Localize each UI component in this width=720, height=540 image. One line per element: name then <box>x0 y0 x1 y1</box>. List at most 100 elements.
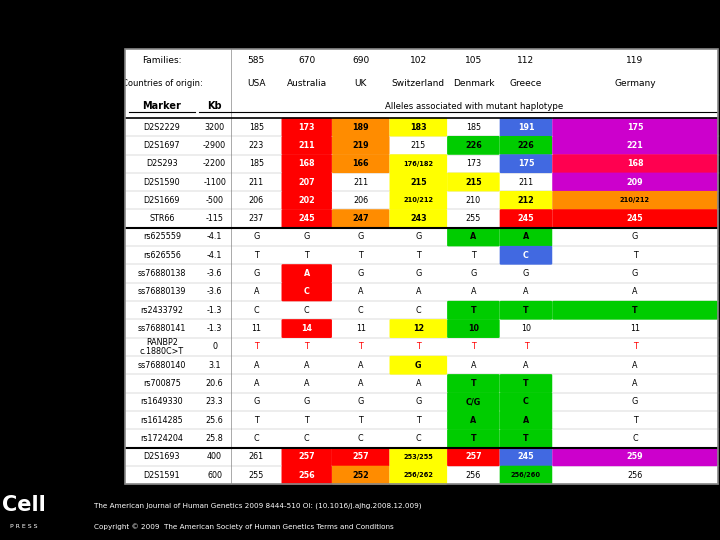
FancyBboxPatch shape <box>552 209 718 228</box>
FancyBboxPatch shape <box>500 429 552 448</box>
Text: 221: 221 <box>626 141 644 150</box>
Text: 212: 212 <box>518 196 534 205</box>
Text: Switzerland: Switzerland <box>392 79 445 88</box>
Text: Greece: Greece <box>510 79 542 88</box>
Text: T: T <box>471 434 476 443</box>
FancyBboxPatch shape <box>390 356 447 375</box>
Text: 210: 210 <box>466 196 481 205</box>
Text: A: A <box>253 379 259 388</box>
Text: 185: 185 <box>248 123 264 132</box>
Text: Countries of origin:: Countries of origin: <box>122 79 202 88</box>
Text: 168: 168 <box>626 159 644 168</box>
Text: 257: 257 <box>465 453 482 461</box>
Text: 202: 202 <box>298 196 315 205</box>
Text: T: T <box>254 416 258 424</box>
FancyBboxPatch shape <box>282 264 332 283</box>
Text: ss76880140: ss76880140 <box>138 361 186 370</box>
Text: D2S1591: D2S1591 <box>144 471 180 480</box>
FancyBboxPatch shape <box>282 136 332 155</box>
Text: C: C <box>415 306 421 315</box>
Text: G: G <box>253 269 259 278</box>
Text: 11: 11 <box>356 324 366 333</box>
Text: 256/262: 256/262 <box>403 472 433 478</box>
Text: A: A <box>415 287 421 296</box>
Text: 191: 191 <box>518 123 534 132</box>
Text: 23.3: 23.3 <box>206 397 223 406</box>
Text: 3.1: 3.1 <box>208 361 221 370</box>
Text: G: G <box>415 361 422 370</box>
Text: G: G <box>304 397 310 406</box>
Text: T: T <box>471 379 476 388</box>
Text: rs2433792: rs2433792 <box>140 306 184 315</box>
Text: T: T <box>254 342 258 352</box>
FancyBboxPatch shape <box>390 465 447 484</box>
FancyBboxPatch shape <box>332 118 390 137</box>
Text: -3.6: -3.6 <box>207 269 222 278</box>
Text: Cell: Cell <box>2 495 45 515</box>
FancyBboxPatch shape <box>447 301 500 320</box>
FancyBboxPatch shape <box>447 227 500 246</box>
Text: A: A <box>470 232 477 241</box>
Text: USA: USA <box>247 79 266 88</box>
Text: 252: 252 <box>352 471 369 480</box>
Text: T: T <box>416 251 420 260</box>
Text: 211: 211 <box>518 178 534 186</box>
FancyBboxPatch shape <box>390 154 447 173</box>
FancyBboxPatch shape <box>282 154 332 173</box>
FancyBboxPatch shape <box>282 319 332 338</box>
Text: 245: 245 <box>518 214 534 223</box>
Text: T: T <box>359 416 363 424</box>
Text: 11: 11 <box>630 324 640 333</box>
Text: A: A <box>471 361 476 370</box>
Text: -2900: -2900 <box>203 141 226 150</box>
Text: G: G <box>358 232 364 241</box>
FancyBboxPatch shape <box>500 393 552 411</box>
FancyBboxPatch shape <box>500 136 552 155</box>
FancyBboxPatch shape <box>500 411 552 429</box>
Text: C: C <box>304 287 310 296</box>
Text: C/G: C/G <box>466 397 481 406</box>
FancyBboxPatch shape <box>390 319 447 338</box>
Text: -115: -115 <box>206 214 223 223</box>
Text: A: A <box>471 287 476 296</box>
Text: 245: 245 <box>298 214 315 223</box>
Text: A: A <box>523 232 529 241</box>
Text: 206: 206 <box>248 196 264 205</box>
FancyBboxPatch shape <box>390 448 447 466</box>
Text: 223: 223 <box>248 141 264 150</box>
FancyBboxPatch shape <box>500 118 552 137</box>
Text: T: T <box>305 342 309 352</box>
Text: 226: 226 <box>465 141 482 150</box>
Text: T: T <box>359 251 363 260</box>
Text: 25.6: 25.6 <box>206 416 223 424</box>
Text: T: T <box>633 416 637 424</box>
Text: G: G <box>470 269 477 278</box>
FancyBboxPatch shape <box>447 448 500 466</box>
Text: A: A <box>523 361 528 370</box>
Text: 175: 175 <box>627 123 643 132</box>
Text: ss76880139: ss76880139 <box>138 287 186 296</box>
Text: Families:: Families: <box>143 56 181 65</box>
FancyBboxPatch shape <box>500 209 552 228</box>
Text: 175: 175 <box>518 159 534 168</box>
Text: 102: 102 <box>410 56 427 65</box>
FancyBboxPatch shape <box>447 393 500 411</box>
Text: A: A <box>470 416 477 424</box>
FancyBboxPatch shape <box>447 411 500 429</box>
FancyBboxPatch shape <box>332 136 390 155</box>
Text: A: A <box>304 361 310 370</box>
Text: A: A <box>304 379 310 388</box>
Text: 173: 173 <box>299 123 315 132</box>
Text: 237: 237 <box>248 214 264 223</box>
Text: rs1614285: rs1614285 <box>140 416 184 424</box>
Text: A: A <box>632 287 638 296</box>
Text: A: A <box>523 287 528 296</box>
Text: 11: 11 <box>251 324 261 333</box>
Text: A: A <box>523 416 529 424</box>
Text: C: C <box>523 397 529 406</box>
Text: 245: 245 <box>518 453 534 461</box>
Text: 10: 10 <box>468 324 479 333</box>
Text: 215: 215 <box>410 141 426 150</box>
Text: A: A <box>358 379 364 388</box>
Text: C: C <box>304 306 310 315</box>
